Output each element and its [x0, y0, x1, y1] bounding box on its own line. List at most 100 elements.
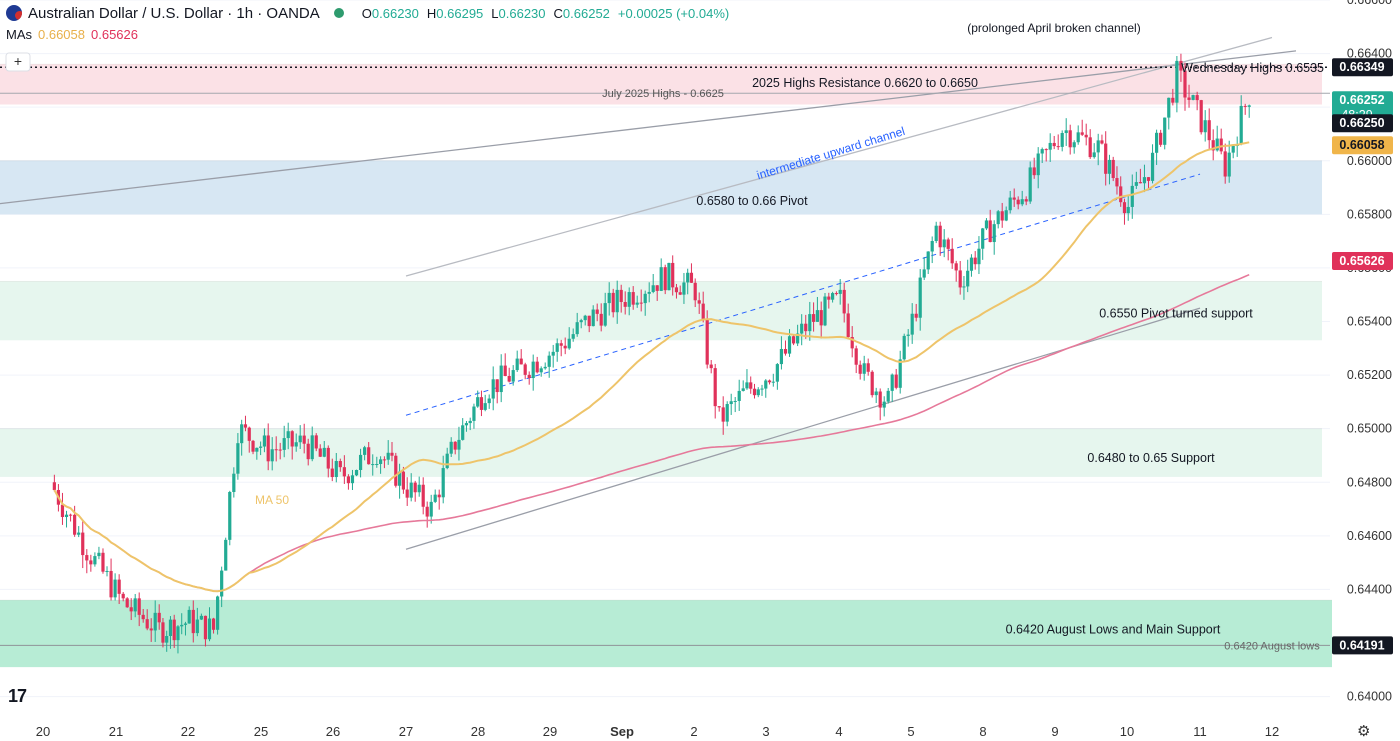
candle-body [721, 407, 725, 422]
candle-body [764, 380, 768, 389]
candle-body [551, 351, 555, 356]
x-tick-label: 3 [762, 724, 769, 739]
candle-body [367, 447, 371, 465]
candle-body [191, 609, 195, 634]
candle-body [1146, 177, 1151, 181]
candle-body [1000, 211, 1004, 221]
price-tag-text: 0.66349 [1339, 60, 1384, 74]
price-tag [1332, 136, 1393, 155]
candle-body [262, 435, 267, 447]
candle-body [838, 289, 842, 294]
candle-body [523, 364, 527, 375]
candle-body [1008, 197, 1012, 211]
candle-body [635, 302, 639, 305]
candle-body [449, 441, 453, 454]
x-tick-label: 10 [1120, 724, 1134, 739]
candle-body [1203, 120, 1207, 133]
candle-body [314, 435, 318, 449]
candle-body [338, 461, 342, 468]
candle-body [922, 269, 926, 278]
upper-channel-line [405, 36, 1273, 277]
candle-body [310, 435, 314, 460]
candle-body [752, 388, 757, 396]
candle-body [599, 313, 603, 326]
candle-body [575, 322, 579, 335]
candle-body [1199, 100, 1203, 133]
candle-body [1195, 95, 1199, 101]
candle-body [515, 358, 519, 371]
candle-body [358, 454, 363, 470]
candle-body [382, 459, 386, 461]
candle-body [1092, 152, 1096, 158]
candle-body [787, 336, 792, 354]
moving-averages-legend[interactable]: MAs 0.66058 0.65626 [6, 27, 138, 42]
candle-body [1150, 152, 1155, 181]
candle-body [255, 447, 259, 452]
candle-body [286, 431, 290, 439]
candle-body [969, 257, 974, 271]
price-tag [1332, 114, 1393, 133]
candle-body [846, 313, 850, 338]
candle-body [1076, 132, 1080, 143]
candle-body [199, 615, 203, 620]
candle-body [491, 379, 495, 399]
candle-body [890, 374, 894, 391]
candle-body [211, 618, 216, 630]
candle-body [1107, 159, 1112, 174]
candle-body [394, 455, 398, 486]
zone-label: 0.6550 Pivot turned support [1099, 306, 1253, 320]
candle-body [775, 364, 779, 382]
y-tick-label: 0.64400 [1347, 582, 1392, 596]
candle-body [559, 343, 563, 346]
price-tag-text: 0.64191 [1339, 638, 1384, 652]
candle-body [611, 292, 615, 313]
candle-body [796, 333, 800, 344]
candle-body [910, 313, 914, 335]
tradingview-logo[interactable]: 17 [8, 686, 27, 706]
candle-body [531, 361, 535, 379]
candle-body [220, 570, 224, 597]
gear-icon[interactable]: ⚙ [1357, 723, 1371, 740]
candle-body [247, 427, 251, 441]
y-tick-label: 0.64800 [1347, 475, 1392, 489]
candle-body [815, 310, 819, 322]
x-tick-label: 8 [979, 724, 986, 739]
candle-body [240, 424, 244, 444]
candle-body [823, 296, 827, 326]
candle-body [894, 374, 898, 388]
candle-body [266, 435, 270, 462]
candle-body [674, 287, 679, 293]
candle-body [1064, 130, 1068, 134]
candle-body [224, 539, 228, 571]
candle-body [1020, 199, 1024, 205]
candle-body [539, 368, 543, 373]
zone-label: 0.6420 August Lows and Main Support [1006, 623, 1221, 637]
candle-body [543, 366, 547, 369]
candle-body [623, 302, 627, 307]
candle-body [330, 468, 334, 478]
candle-body [862, 363, 866, 374]
zone [0, 600, 1332, 668]
candle-body [1012, 197, 1016, 200]
candle-body [251, 440, 255, 452]
price-change: +0.00025 (+0.04%) [617, 5, 730, 21]
candle-body [109, 570, 113, 598]
candle-body [487, 398, 491, 404]
candle-body [547, 355, 551, 367]
candle-body [914, 313, 918, 318]
candle-body [678, 292, 682, 295]
symbol-title[interactable]: Australian Dollar / U.S. Dollar · 1h · O… [28, 4, 320, 22]
candle-body [371, 464, 375, 466]
candle-body [639, 302, 643, 304]
candle-body [779, 348, 784, 365]
candle-body [1068, 130, 1072, 148]
candle-body [571, 334, 575, 339]
candle-body [1048, 142, 1052, 150]
candle-body [615, 289, 619, 313]
candle-body [413, 482, 417, 493]
candle-body [243, 424, 248, 428]
candle-body [671, 262, 675, 288]
candle-body [236, 443, 240, 474]
x-tick-label: 22 [181, 724, 195, 739]
